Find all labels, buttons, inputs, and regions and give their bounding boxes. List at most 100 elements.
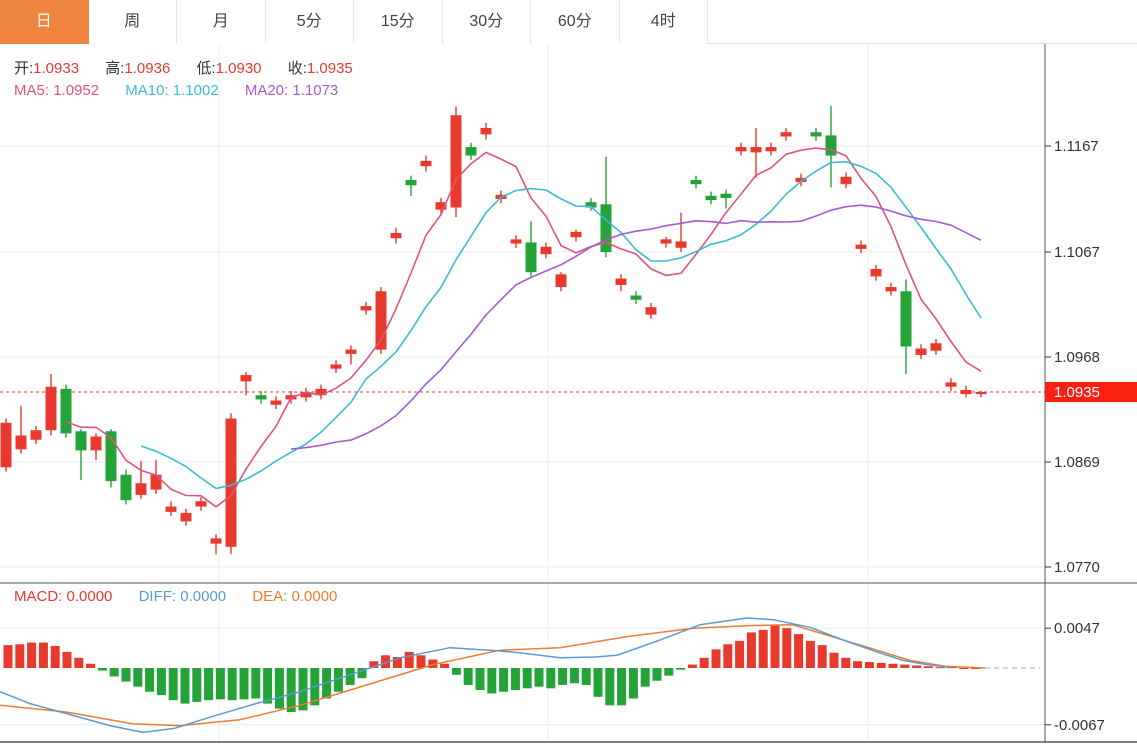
low-readout: 低:1.0930 [196, 60, 261, 77]
dea-value: 0.0000 [291, 588, 338, 605]
candle [75, 429, 87, 481]
macd-bar [192, 668, 202, 702]
candle [870, 264, 882, 281]
macd-bar [817, 645, 827, 668]
macd-bar [286, 668, 296, 713]
candle [435, 197, 447, 214]
macd-bar [168, 668, 178, 701]
macd-bar [687, 664, 697, 668]
candle [270, 396, 282, 409]
macd-bar [416, 655, 426, 668]
macd-value-readout: MACD: 0.0000 [14, 588, 112, 605]
macd-bar [428, 659, 438, 668]
diff-label: DIFF: [138, 588, 177, 605]
candle [195, 497, 207, 511]
candle [945, 378, 957, 391]
macd-bar [180, 668, 190, 704]
close-readout: 收:1.0935 [288, 60, 353, 77]
macd-bar [947, 667, 957, 669]
price-axis: 1.1167 1.1067 1.0968 1.0869 1.0770 0.0047 -0.0… [1045, 138, 1105, 734]
macd-bar [959, 668, 969, 669]
tab-5min[interactable]: 5分 [265, 0, 354, 44]
ma20-readout: MA20: 1.1073 [245, 82, 338, 99]
macd-bar [770, 624, 780, 668]
macd-label: MACD: [14, 588, 63, 605]
candle [90, 433, 102, 460]
macd-bar [900, 664, 910, 668]
macd-bar [699, 657, 709, 668]
macd-bar [274, 668, 284, 709]
candle [795, 173, 807, 187]
macd-bar [640, 668, 650, 687]
tab-day[interactable]: 日 [0, 0, 89, 44]
tab-4hour[interactable]: 4时 [619, 0, 708, 44]
candles [0, 105, 987, 555]
candle [810, 127, 822, 141]
macd-bar [227, 668, 237, 701]
macd-bar [935, 667, 945, 669]
candle [750, 127, 762, 178]
candle [675, 212, 687, 253]
candle [960, 385, 972, 398]
ma20-label: MA20: [244, 82, 289, 99]
macd-bar [392, 656, 402, 668]
dea-label: DEA: [252, 588, 288, 605]
candle [225, 413, 237, 555]
candle [885, 282, 897, 296]
macd-bar [782, 628, 792, 668]
macd-bar [534, 668, 544, 687]
macd-bar [345, 668, 355, 685]
candle [780, 127, 792, 141]
candle [120, 469, 132, 505]
ma10-readout: MA10: 1.1002 [125, 82, 218, 99]
macd-bar [109, 668, 119, 677]
tab-month[interactable]: 月 [177, 0, 266, 44]
macd-bar [746, 632, 756, 668]
candle [690, 175, 702, 189]
open-value: 1.0933 [33, 60, 80, 77]
close-label: 收: [287, 60, 307, 77]
candle [180, 508, 192, 526]
ma5-label: MA5: [14, 82, 50, 99]
low-label: 低: [196, 60, 216, 77]
ohlc-readout: 开:1.0933 高:1.0936 低:1.0930 收:1.0935 [14, 57, 375, 78]
macd-bar [569, 668, 579, 684]
macd-bar [133, 668, 143, 687]
macd-bar [676, 668, 686, 670]
macd-bar [605, 668, 615, 706]
candle [450, 106, 462, 218]
candle [15, 405, 27, 454]
macd-bar [617, 668, 627, 706]
macd-bar [156, 668, 166, 696]
candle [390, 227, 402, 244]
candle [0, 418, 12, 472]
macd-bar [664, 668, 674, 676]
low-value: 1.0930 [215, 60, 262, 77]
candle [135, 460, 147, 500]
macd-value: 0.0000 [66, 588, 113, 605]
tab-15min[interactable]: 15分 [354, 0, 443, 44]
macd-bar [121, 668, 131, 682]
macd-bar [62, 651, 72, 668]
macd-bar [475, 668, 485, 691]
candle [615, 274, 627, 292]
candle [240, 371, 252, 396]
macd-bar [369, 661, 379, 668]
tab-30min[interactable]: 30分 [442, 0, 531, 44]
ma10-value: 1.1002 [172, 82, 219, 99]
tab-week[interactable]: 周 [88, 0, 177, 44]
macd-bar [558, 668, 568, 685]
macd-bar [251, 668, 261, 699]
macd-bar [829, 652, 839, 668]
macd-bar [522, 668, 532, 689]
macd-bar [652, 668, 662, 681]
candle [840, 172, 852, 189]
tab-60min[interactable]: 60分 [531, 0, 620, 44]
candle [255, 390, 267, 404]
y-axis-label: 1.0770 [1054, 559, 1100, 576]
candle [930, 339, 942, 355]
current-price-label: 1.0935 [1054, 384, 1100, 401]
macd-bar [50, 645, 60, 668]
candle [300, 387, 312, 402]
